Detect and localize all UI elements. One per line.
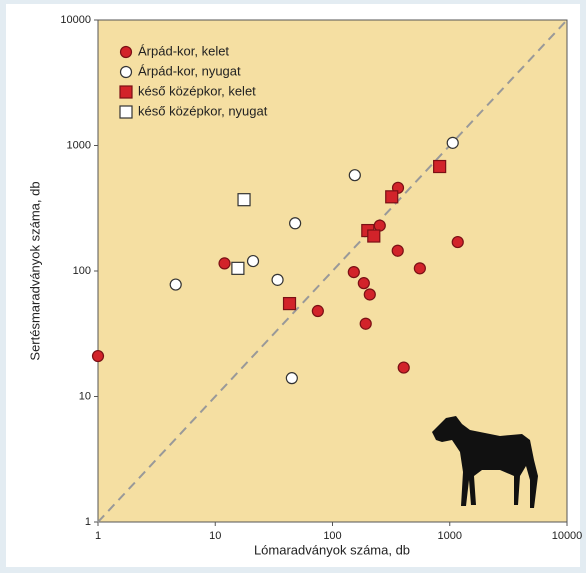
point: [237, 193, 251, 207]
point: [451, 235, 464, 249]
point: [289, 217, 302, 230]
point: [271, 273, 284, 286]
point: [91, 349, 105, 363]
y-tick-label: 1000: [67, 139, 91, 151]
point: [347, 266, 360, 279]
point: [231, 261, 245, 275]
x-tick-label: 10: [209, 530, 221, 542]
legend-marker: [119, 65, 133, 79]
legend-marker: [119, 85, 133, 99]
point: [397, 361, 410, 374]
y-axis-title: Sertésmaradványok száma, db: [27, 181, 42, 360]
point: [169, 278, 182, 291]
y-tick-label: 10000: [60, 14, 91, 26]
point: [311, 304, 324, 318]
point: [413, 262, 426, 275]
legend-marker: [119, 45, 133, 59]
point: [363, 288, 376, 301]
x-tick-label: 1000: [438, 530, 462, 542]
point: [357, 277, 370, 290]
legend-label: Árpád-kor, kelet: [138, 43, 229, 58]
point: [218, 257, 231, 270]
point: [446, 136, 459, 149]
legend-label: Árpád-kor, nyugat: [138, 63, 241, 78]
y-tick-label: 1: [85, 516, 91, 528]
x-tick-label: 100: [323, 530, 341, 542]
point: [367, 229, 381, 243]
diagonal-line: [97, 19, 568, 523]
point: [282, 296, 297, 311]
y-tick-label: 100: [73, 265, 91, 277]
legend-label: késő középkor, nyugat: [138, 103, 268, 118]
horse-icon: [432, 416, 538, 508]
point: [285, 372, 298, 385]
x-tick-label: 10000: [552, 530, 583, 542]
legend-marker: [119, 105, 133, 119]
x-axis-title: Lómaradványok száma, db: [254, 542, 410, 557]
point: [246, 254, 260, 268]
point: [359, 317, 372, 330]
point: [385, 190, 399, 204]
point: [433, 159, 447, 174]
point: [348, 169, 361, 182]
point: [391, 244, 404, 257]
y-tick-label: 10: [79, 390, 91, 402]
legend-label: késő középkor, kelet: [138, 83, 256, 98]
x-tick-label: 1: [95, 530, 101, 542]
